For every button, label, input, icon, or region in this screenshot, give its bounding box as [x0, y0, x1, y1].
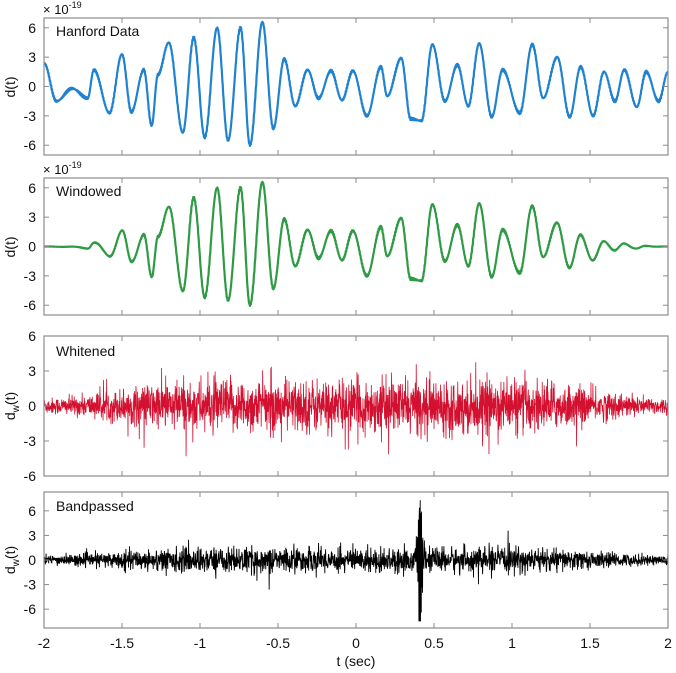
y-tick-label: 0: [28, 79, 36, 95]
x-tick-labels: -2 -1.5 -1 -0.5 0 0.5 1 1.5 2: [38, 635, 672, 651]
panel-title: Whitened: [56, 343, 115, 359]
y-ticks: -6 -3 0 3 6: [24, 20, 668, 153]
y-ticks: -6 -3 0 3 6: [24, 503, 668, 617]
whitened-waveform: [43, 362, 669, 457]
y-tick-label: 3: [28, 363, 36, 379]
x-ticks: [43, 178, 669, 315]
y-tick-label: -6: [24, 468, 37, 484]
y-ticks: -6 -3 0 3 6: [24, 328, 668, 484]
panel-hanford-data: × 10-19 -6 -3 0 3 6 Hanford Data d(t): [2, 0, 669, 156]
y-tick-label: 6: [28, 20, 36, 36]
y-tick-label: 3: [28, 527, 36, 543]
x-tick-label: 1.5: [580, 635, 600, 651]
y-axis-label: dw(t): [2, 546, 22, 574]
x-ticks: [43, 18, 669, 155]
x-tick-label: -0.5: [266, 635, 290, 651]
y-tick-label: -6: [24, 297, 37, 313]
y-tick-label: 0: [28, 398, 36, 414]
panel-title: Windowed: [56, 183, 121, 199]
windowed-waveform: [43, 180, 669, 307]
x-ticks: [43, 336, 669, 476]
x-ticks: [43, 492, 669, 628]
y-ticks: -6 -3 0 3 6: [24, 180, 668, 313]
x-tick-label: 1: [508, 635, 516, 651]
x-tick-label: 0: [352, 635, 360, 651]
y-tick-label: -3: [24, 433, 37, 449]
y-tick-label: -3: [24, 268, 37, 284]
y-tick-label: 6: [28, 328, 36, 344]
y-tick-label: 3: [28, 49, 36, 65]
y-tick-label: 3: [28, 209, 36, 225]
x-axis-label: t (sec): [337, 653, 376, 669]
hanford-waveform: [43, 20, 669, 147]
y-tick-label: 6: [28, 180, 36, 196]
y-axis-label: dw(t): [2, 392, 22, 420]
bandpassed-waveform: [43, 500, 669, 622]
y-axis-label: d(t): [2, 77, 18, 98]
panel-bandpassed: -6 -3 0 3 6 Bandpassed dw(t) -2 -1.5 -1 -0.5 0 0.…: [2, 491, 672, 669]
y-tick-label: 0: [28, 239, 36, 255]
y-axis-label: d(t): [2, 237, 18, 258]
y-tick-label: -6: [24, 137, 37, 153]
x-tick-label: 0.5: [424, 635, 444, 651]
data-line: [43, 180, 669, 307]
x-tick-label: -2: [38, 635, 51, 651]
y-multiplier-label: × 10-19: [43, 160, 82, 177]
data-line: [43, 362, 669, 457]
y-tick-label: 6: [28, 503, 36, 519]
y-tick-label: -6: [24, 601, 37, 617]
y-tick-label: -3: [24, 108, 37, 124]
panel-whitened: -6 -3 0 3 6 Whitened dw(t): [2, 328, 669, 484]
panel-title: Bandpassed: [56, 498, 134, 514]
panel-title: Hanford Data: [56, 23, 139, 39]
x-tick-label: 2: [664, 635, 672, 651]
panel-windowed: × 10-19 -6 -3 0 3 6 Windowed d(t): [2, 160, 669, 316]
y-tick-label: 0: [28, 552, 36, 568]
x-tick-label: -1: [194, 635, 207, 651]
data-line: [43, 500, 669, 622]
y-tick-label: -3: [24, 577, 37, 593]
y-multiplier-label: × 10-19: [43, 0, 82, 17]
data-line: [43, 20, 669, 147]
x-tick-label: -1.5: [110, 635, 134, 651]
